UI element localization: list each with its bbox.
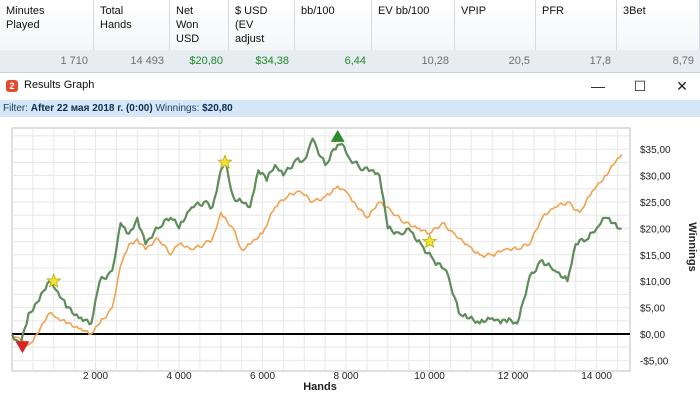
winnings-line [10,137,622,346]
ev-winnings-line [11,153,623,347]
results-graph-chart: 2 000 4 000 6 000 8 000 10 000 12 000 14 000 -… [10,127,698,393]
stat-value: 20,5 [508,55,530,67]
stat-value: 1 710 [60,55,88,67]
x-axis-ticks: 2 000 4 000 6 000 8 000 10 000 12 000 14 000 [83,371,612,382]
stats-values-row: 1 710 14 493 $20,80 $34,38 6,44 10,28 20,5 17,8… [0,50,700,73]
y-axis-ticks: -$5,00 $0,00 $5,00 $10,00 $15,00 $20,00 $25,00… [640,145,671,367]
x-tick-label: 4 000 [167,371,192,382]
stat-value: 17,8 [589,55,611,67]
filter-label: Filter: [3,103,28,114]
stat-value: 8,79 [672,55,694,67]
column-header[interactable]: Minutes Played [0,0,94,50]
markers-group [15,129,438,354]
y-tick-label: $0,00 [640,330,665,341]
winnings-label: Winnings: [155,103,200,114]
max-point-marker [330,129,345,142]
column-header[interactable]: $ USD (EV adjust [229,0,295,50]
app-logo-icon: 2 [6,80,18,92]
x-tick-label: 2 000 [83,371,108,382]
column-header[interactable]: Net Won USD [170,0,229,50]
close-button[interactable]: ✕ [676,78,688,94]
stat-value: $20,80 [189,55,223,67]
stat-value: $34,38 [255,55,289,67]
x-axis-label: Hands [303,381,337,393]
y-tick-label: $5,00 [640,304,665,315]
x-tick-label: 10 000 [414,371,445,382]
window-title: Results Graph [24,79,95,91]
y-tick-label: $20,00 [640,224,671,235]
y-axis-label: Winnings [686,222,698,271]
y-tick-label: -$5,00 [640,356,669,367]
y-tick-label: $15,00 [640,251,671,262]
plot-area [11,127,631,372]
column-header[interactable]: EV bb/100 [372,0,455,50]
star-marker [217,154,233,169]
y-tick-label: $10,00 [640,277,671,288]
column-header[interactable]: bb/100 [295,0,372,50]
stats-header-row: Minutes Played Total Hands Net Won USD $ US… [0,0,700,51]
column-header[interactable]: PFR [536,0,617,50]
column-header[interactable]: 3Bet [617,0,700,50]
series-group [10,137,623,347]
star-marker [46,273,62,288]
stat-value: 14 493 [130,55,164,67]
x-tick-label: 6 000 [250,371,275,382]
filter-bar[interactable]: Filter: After 22 мая 2018 г. (0:00) Winn… [0,100,700,117]
maximize-button[interactable]: ☐ [633,78,647,94]
x-tick-label: 12 000 [498,371,529,382]
y-tick-label: $35,00 [640,145,671,156]
stat-value: 10,28 [421,55,449,67]
y-tick-label: $25,00 [640,198,671,209]
star-marker [421,233,438,249]
winnings-value: $20,80 [202,103,233,114]
filter-value: After 22 мая 2018 г. (0:00) [30,103,153,114]
x-tick-label: 8 000 [334,371,359,382]
column-header[interactable]: Total Hands [94,0,170,50]
column-header[interactable]: VPIP [455,0,536,50]
x-tick-label: 14 000 [581,371,612,382]
min-point-marker [15,341,30,354]
stat-value: 6,44 [344,55,366,67]
y-tick-label: $30,00 [640,172,671,183]
minimize-button[interactable]: — [591,78,605,94]
